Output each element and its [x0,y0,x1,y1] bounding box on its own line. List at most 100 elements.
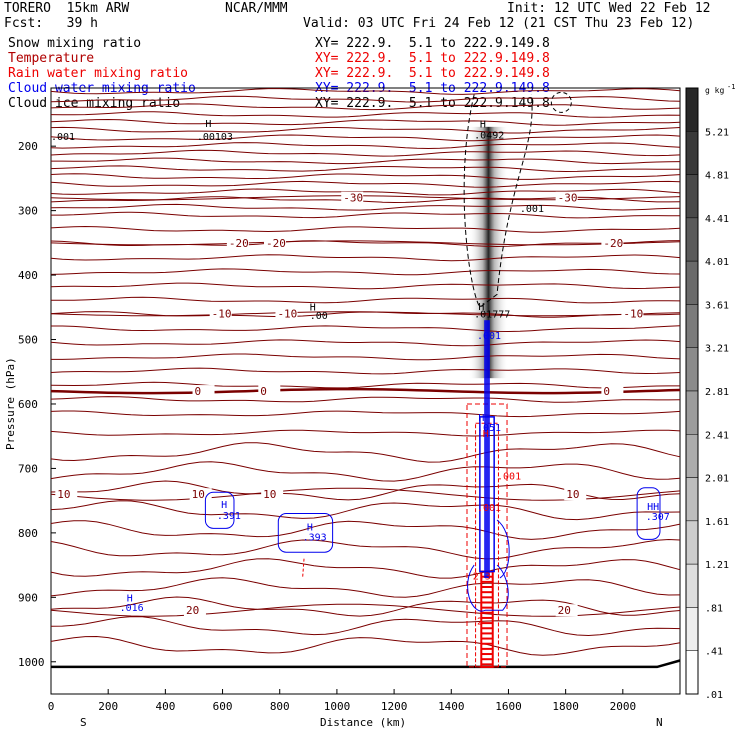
contour-label-bg [261,488,284,501]
x-tick-label: 400 [155,700,175,713]
y-tick-label: 500 [18,334,38,347]
cloud-water-blob [636,487,661,540]
temperature-contour [50,442,681,463]
colorbar-swatch [685,477,699,522]
cloud-water-blob [277,513,334,553]
field-annotation: H [478,302,484,313]
colorbar-swatch [685,520,699,565]
contour-label-bg [258,385,281,398]
temperature-contour [50,339,681,347]
temperature-contour [51,353,681,361]
temperature-contour [50,500,681,521]
contour-label-bg [555,604,578,617]
contour-label-bg [601,236,624,249]
x-tick-label: 600 [213,700,233,713]
cloud-water-contour-low [467,564,509,612]
colorbar-swatch [685,87,699,132]
org-label: NCAR/MMM [225,1,288,16]
temperature-contour [50,165,681,173]
field-annotation: .051 [477,423,501,434]
contour-label-bg [275,307,298,320]
temperature-label: 20 [186,604,199,617]
y-tick-label: 900 [18,591,38,604]
contour-label-bg [209,307,232,320]
contour-label-bg [192,385,215,398]
colorbar-label: 2.41 [705,430,729,441]
field-name-snow: Snow mixing ratio [8,36,142,51]
field-annotation: .393 [303,533,327,544]
temperature-contour [50,88,681,95]
ground-line [51,659,681,669]
temperature-contour [50,558,681,579]
cloud-water-core [484,320,490,578]
y-tick-label: 200 [18,140,38,153]
temperature-contour [50,142,681,150]
temperature-contour [50,381,680,389]
x-tick-label: 200 [98,700,118,713]
temperature-contour [50,538,681,560]
field-annotation: .00 [310,311,328,322]
cloud-water-blob [204,491,235,529]
field-annotation: .016 [120,603,144,614]
cloud-ice-contour-small [550,91,572,113]
temperature-contour [50,173,681,180]
colorbar-label: 4.81 [705,171,729,182]
x-tick-label: 2000 [610,700,637,713]
temperature-contour [51,211,681,219]
temperature-contour [50,126,681,134]
y-tick-label: 1000 [18,656,45,669]
temperature-contour [50,367,681,375]
temperature-contour [50,118,681,126]
y-tick-label: 700 [18,462,38,475]
temperature-contour [51,157,681,165]
temperature-contour [50,577,681,598]
temperature-label: 0 [260,385,267,398]
colorbar-label: 3.61 [705,300,729,311]
field-annotation: 2 [477,617,483,628]
temperature-label: 10 [566,488,579,501]
field-annotation: H [307,522,313,533]
x-tick-label: 1000 [324,700,351,713]
temperature-contour [50,134,681,142]
temperature-label: -20 [603,237,623,250]
temperature-contour [50,282,681,290]
valid-label: Valid: 03 UTC Fri 24 Feb 12 (21 CST Thu … [303,16,695,31]
temperature-label: -10 [623,308,643,321]
field-annotation: .00103 [197,132,233,143]
field-annotation: H [205,119,211,130]
field-annotation: .001 [477,503,501,514]
colorbar-label: 4.01 [705,257,729,268]
temperature-label: 0 [603,385,610,398]
temperature-contour [50,616,681,637]
colorbar-label: 2.81 [705,387,729,398]
field-annotation: .391 [217,511,241,522]
temperature-contour [50,396,681,403]
temperature-label: -30 [343,192,363,205]
x-tick-label: 1600 [495,700,521,713]
temperature-contour [50,635,681,656]
model-label: TORERO 15km ARW [4,1,130,16]
field-annotation: H [310,303,316,314]
x-tick-label: 800 [270,700,290,713]
temperature-contour--10 [50,311,681,317]
temperature-label: 0 [195,385,202,398]
colorbar-swatch [685,434,699,478]
colorbar-label: 1.21 [705,560,729,571]
colorbar-unit-exp: -1 [727,83,735,91]
init-label: Init: 12 UTC Wed 22 Feb 12 [507,1,711,16]
temperature-label: 10 [57,488,70,501]
field-annotation: .001 [497,472,521,483]
colorbar-unit: g kg [705,86,724,95]
contour-label-bg [341,191,364,204]
y-tick-label: 600 [18,398,38,411]
cloud-water-contour-side [496,519,510,579]
field-annotation: .001 [520,204,544,215]
temperature-contour [50,254,681,262]
colorbar-label: .01 [705,690,723,701]
colorbar-label: 5.21 [705,127,729,138]
temperature-contour [50,111,681,118]
axis-end-south: S [80,716,87,729]
colorbar-label: .81 [705,603,723,614]
temperature-label: -20 [229,237,249,250]
field-annotation: .001 [477,331,501,342]
